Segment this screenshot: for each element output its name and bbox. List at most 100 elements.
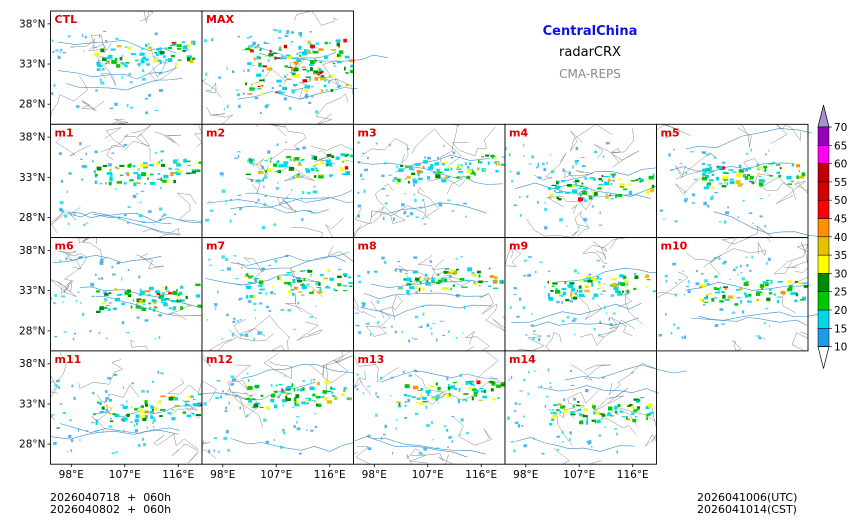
- echo-cell: [582, 414, 585, 417]
- echo-cell: [114, 188, 118, 190]
- boundary-line: [564, 169, 593, 179]
- echo-cell: [285, 254, 289, 257]
- echo-cell: [523, 444, 528, 448]
- colorbar-segment: [817, 273, 830, 292]
- echo-cell: [301, 401, 306, 405]
- echo-cell: [77, 256, 81, 258]
- echo-cell: [488, 381, 491, 384]
- echo-cell: [237, 35, 240, 38]
- boundary-line: [142, 228, 180, 238]
- echo-cell: [487, 285, 491, 288]
- echo-cell: [336, 42, 341, 47]
- echo-cell: [413, 193, 415, 196]
- echo-cell: [294, 401, 297, 405]
- echo-cell: [612, 312, 616, 315]
- echo-cell: [776, 171, 780, 174]
- echo-cell: [259, 111, 262, 114]
- echo-cell: [294, 403, 300, 407]
- echo-cell: [471, 272, 475, 275]
- echo-cell: [258, 292, 262, 294]
- echo-cell: [626, 289, 630, 294]
- echo-cell: [330, 74, 334, 78]
- echo-cell: [262, 178, 265, 182]
- echo-cell: [313, 163, 319, 166]
- echo-cell: [463, 393, 469, 395]
- echo-cell: [398, 287, 404, 289]
- echo-cell: [763, 321, 766, 324]
- echo-cell: [308, 270, 313, 273]
- echo-cell: [262, 65, 267, 68]
- echo-cell: [596, 259, 601, 262]
- echo-cell: [551, 285, 555, 287]
- echo-cell: [415, 285, 418, 290]
- x-tick-label: 107°E: [109, 469, 141, 481]
- echo-cell: [482, 395, 487, 399]
- echo-cell: [396, 419, 398, 421]
- echo-cell: [119, 293, 123, 295]
- echo-cell: [454, 271, 457, 275]
- echo-cell: [465, 279, 469, 282]
- river-line: [373, 202, 487, 214]
- echo-cell: [537, 386, 540, 389]
- echo-cell: [579, 289, 583, 293]
- echo-cell: [165, 290, 171, 292]
- echo-cell: [253, 82, 256, 85]
- boundary-line: [742, 158, 771, 185]
- echo-cell: [709, 179, 714, 182]
- echo-cell: [787, 287, 793, 292]
- echo-cell: [441, 178, 447, 183]
- echo-cell: [343, 159, 346, 162]
- echo-cell: [448, 436, 452, 439]
- echo-cell: [591, 277, 597, 281]
- echo-cell: [114, 58, 118, 61]
- y-tick-label: 38°N: [19, 132, 45, 144]
- echo-cell: [476, 380, 481, 385]
- echo-cell: [95, 419, 99, 422]
- colorbar-tick-label: 70: [834, 122, 847, 134]
- echo-cell: [382, 216, 385, 220]
- echo-cell: [630, 180, 636, 182]
- echo-cell: [736, 297, 741, 299]
- echo-cell: [54, 384, 58, 387]
- echo-cell: [344, 55, 350, 59]
- echo-cell: [153, 58, 158, 63]
- echo-cell: [435, 172, 440, 176]
- echo-cell: [157, 370, 160, 374]
- echo-cell: [525, 334, 528, 336]
- echo-cell: [675, 282, 677, 284]
- boundary-line: [353, 371, 372, 396]
- echo-cell: [163, 62, 166, 64]
- echo-cell: [140, 60, 145, 64]
- panel-m14: m14: [504, 350, 687, 465]
- panel-background: [50, 11, 202, 125]
- river-line: [371, 437, 486, 455]
- echo-cell: [737, 273, 739, 276]
- boundary-line: [263, 352, 292, 379]
- echo-cell: [413, 184, 415, 187]
- x-tick-label: 98°E: [210, 469, 235, 481]
- echo-cell: [459, 277, 465, 281]
- echo-cell: [609, 284, 613, 286]
- echo-cell: [168, 167, 172, 170]
- echo-cell: [416, 397, 421, 400]
- echo-cell: [317, 381, 320, 386]
- echo-cell: [724, 298, 730, 301]
- echo-cell: [315, 110, 319, 114]
- echo-cell: [473, 389, 479, 393]
- boundary-line: [135, 253, 165, 270]
- echo-cell: [238, 104, 241, 108]
- echo-cell: [58, 152, 62, 155]
- echo-cell: [293, 425, 296, 428]
- echo-cell: [186, 55, 192, 59]
- boundary-line: [365, 310, 391, 337]
- echo-cell: [602, 155, 605, 159]
- echo-cell: [575, 163, 578, 165]
- echo-cell: [141, 221, 146, 223]
- echo-cell: [121, 418, 126, 421]
- echo-cell: [554, 185, 561, 190]
- title-block: CentralChina radarCRX CMA-REPS: [500, 22, 680, 84]
- echo-cell: [436, 394, 440, 398]
- echo-cell: [622, 275, 627, 280]
- echo-cell: [299, 54, 301, 57]
- echo-cell: [588, 277, 592, 281]
